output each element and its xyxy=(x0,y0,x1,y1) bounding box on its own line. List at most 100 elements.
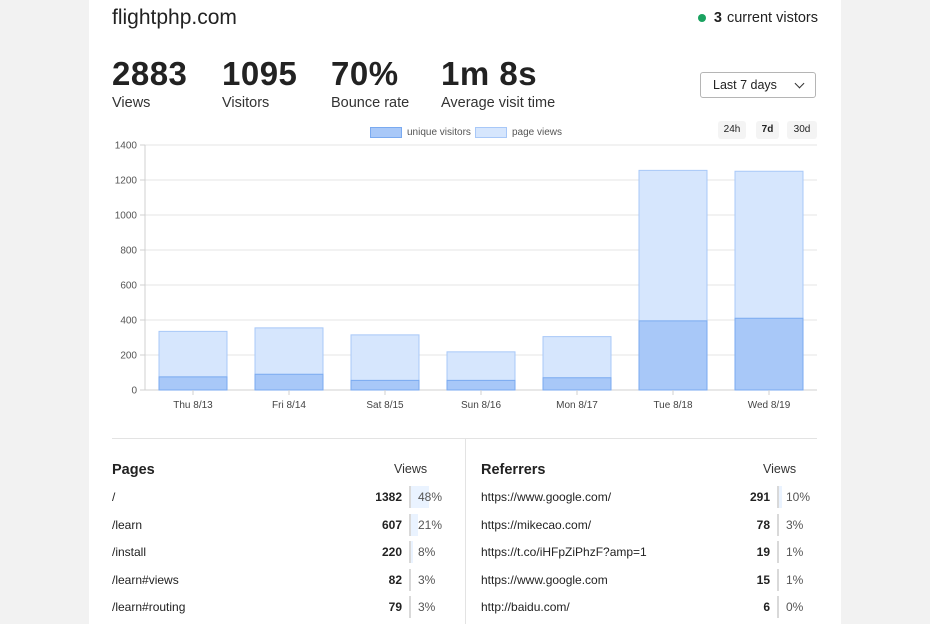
referrers-views-header: Views xyxy=(763,462,797,476)
x-tick-label: Mon 8/17 xyxy=(556,400,598,411)
row-percent: 3% xyxy=(418,572,436,587)
row-views: 607 xyxy=(381,517,402,532)
stat-value: 1m 8s xyxy=(441,55,538,92)
stat-label: Average visit time xyxy=(441,95,556,111)
section-divider xyxy=(112,438,817,439)
row-name: /learn#views xyxy=(112,572,179,587)
row-views: 1382 xyxy=(375,490,402,504)
share-separator xyxy=(409,486,411,508)
legend-swatch xyxy=(370,127,402,138)
table-row[interactable]: https://www.google.com 15 1% xyxy=(481,568,821,591)
row-percent: 1% xyxy=(786,545,804,559)
stat-visitors: 1095 Visitors xyxy=(222,55,298,112)
stat-value: 1095 xyxy=(222,55,298,92)
row-views: 291 xyxy=(749,490,770,504)
bar-unique-visitors xyxy=(446,379,516,391)
row-name: https://www.google.com/ xyxy=(481,490,612,504)
share-separator xyxy=(409,568,411,591)
table-row[interactable]: /learn 607 21% xyxy=(112,513,452,536)
stat-value: 70% xyxy=(331,55,399,92)
y-tick-label: 600 xyxy=(120,281,137,292)
share-bar xyxy=(778,486,782,508)
row-percent: 21% xyxy=(418,517,443,532)
row-views: 15 xyxy=(756,572,770,587)
legend-swatch xyxy=(475,127,507,138)
x-tick-label: Sun 8/16 xyxy=(461,400,501,411)
y-tick-label: 200 xyxy=(120,351,137,362)
row-percent: 10% xyxy=(786,490,811,504)
table-row[interactable]: /learn#routing 79 3% xyxy=(112,596,452,618)
legend-label: unique visitors xyxy=(407,127,471,138)
table-row[interactable]: /install 220 8% xyxy=(112,541,452,563)
row-percent: 8% xyxy=(418,545,436,559)
site-title: flightphp.com xyxy=(112,6,237,29)
row-views: 19 xyxy=(756,545,770,559)
row-percent: 3% xyxy=(786,517,804,532)
y-tick-label: 1400 xyxy=(115,141,138,152)
stat-views: 2883 Views xyxy=(112,55,188,112)
share-separator xyxy=(777,513,779,536)
row-views: 78 xyxy=(756,517,770,532)
share-bar xyxy=(410,596,411,618)
date-range-select[interactable]: Last 7 days xyxy=(700,72,816,98)
stat-label: Visitors xyxy=(222,95,270,111)
share-separator xyxy=(409,541,411,563)
stat-value: 2883 xyxy=(112,55,188,92)
row-views: 220 xyxy=(381,545,402,559)
table-row[interactable]: https://t.co/iHFpZiPhzF?amp=1 19 1% xyxy=(481,541,821,563)
row-views: 6 xyxy=(763,600,770,614)
y-tick-label: 1000 xyxy=(115,211,138,222)
bar-unique-visitors xyxy=(254,373,324,391)
active-visitors: 3 current vistors xyxy=(697,10,818,26)
row-name: http://baidu.com/ xyxy=(481,600,570,614)
share-bar xyxy=(410,486,429,508)
table-row[interactable]: https://www.google.com/291 10% xyxy=(481,486,821,508)
bar-unique-visitors xyxy=(542,377,612,391)
table-row[interactable]: https://mikecao.com/78 3% xyxy=(481,513,821,536)
active-visitors-count: 3 xyxy=(713,10,722,26)
table-row[interactable]: / 1382 48% xyxy=(112,486,452,508)
legend-label: page views xyxy=(512,127,563,138)
share-bar xyxy=(410,541,413,563)
table-row[interactable]: http://baidu.com/6 0% xyxy=(481,596,821,618)
legend-page-views[interactable]: page views xyxy=(475,127,562,138)
x-tick-label: Thu 8/13 xyxy=(173,400,213,411)
x-tick-label: Sat 8/15 xyxy=(366,400,404,411)
table-row[interactable]: /learn#views 82 3% xyxy=(112,568,452,591)
share-separator xyxy=(777,486,779,508)
row-name: https://mikecao.com/ xyxy=(481,517,592,532)
y-tick-label: 0 xyxy=(131,386,137,397)
referrers-title: Referrers xyxy=(481,462,546,478)
share-separator xyxy=(777,541,779,563)
bar-unique-visitors xyxy=(638,320,708,391)
y-tick-label: 1200 xyxy=(115,176,138,187)
row-views: 82 xyxy=(388,572,402,587)
legend-unique-visitors[interactable]: unique visitors xyxy=(370,127,471,138)
share-bar xyxy=(410,513,418,536)
y-tick-label: 800 xyxy=(120,246,137,257)
stat-bounce-rate: 70% Bounce rate xyxy=(331,55,410,112)
date-range-value: Last 7 days xyxy=(713,78,777,92)
row-name: /learn#routing xyxy=(112,600,186,614)
pages-views-header: Views xyxy=(394,462,428,476)
share-bar xyxy=(410,568,411,591)
pages-title: Pages xyxy=(112,462,155,478)
row-name: /learn xyxy=(112,517,143,532)
column-divider xyxy=(465,439,466,624)
x-tick-label: Tue 8/18 xyxy=(653,400,693,411)
row-views: 79 xyxy=(388,600,402,614)
row-percent: 0% xyxy=(786,600,804,614)
active-visitors-label: current vistors xyxy=(726,10,818,26)
period-24h-button[interactable]: 24h xyxy=(718,121,746,139)
row-percent: 48% xyxy=(418,490,443,504)
live-dot-icon xyxy=(697,14,706,22)
bar-unique-visitors xyxy=(734,317,804,391)
stat-label: Bounce rate xyxy=(331,95,410,111)
y-tick-label: 400 xyxy=(120,316,137,327)
share-separator xyxy=(409,513,411,536)
period-30d-button[interactable]: 30d xyxy=(787,121,817,139)
period-7d-button[interactable]: 7d xyxy=(756,121,779,139)
row-percent: 3% xyxy=(418,600,436,614)
bar-unique-visitors xyxy=(158,376,228,391)
bar-unique-visitors xyxy=(350,379,420,391)
